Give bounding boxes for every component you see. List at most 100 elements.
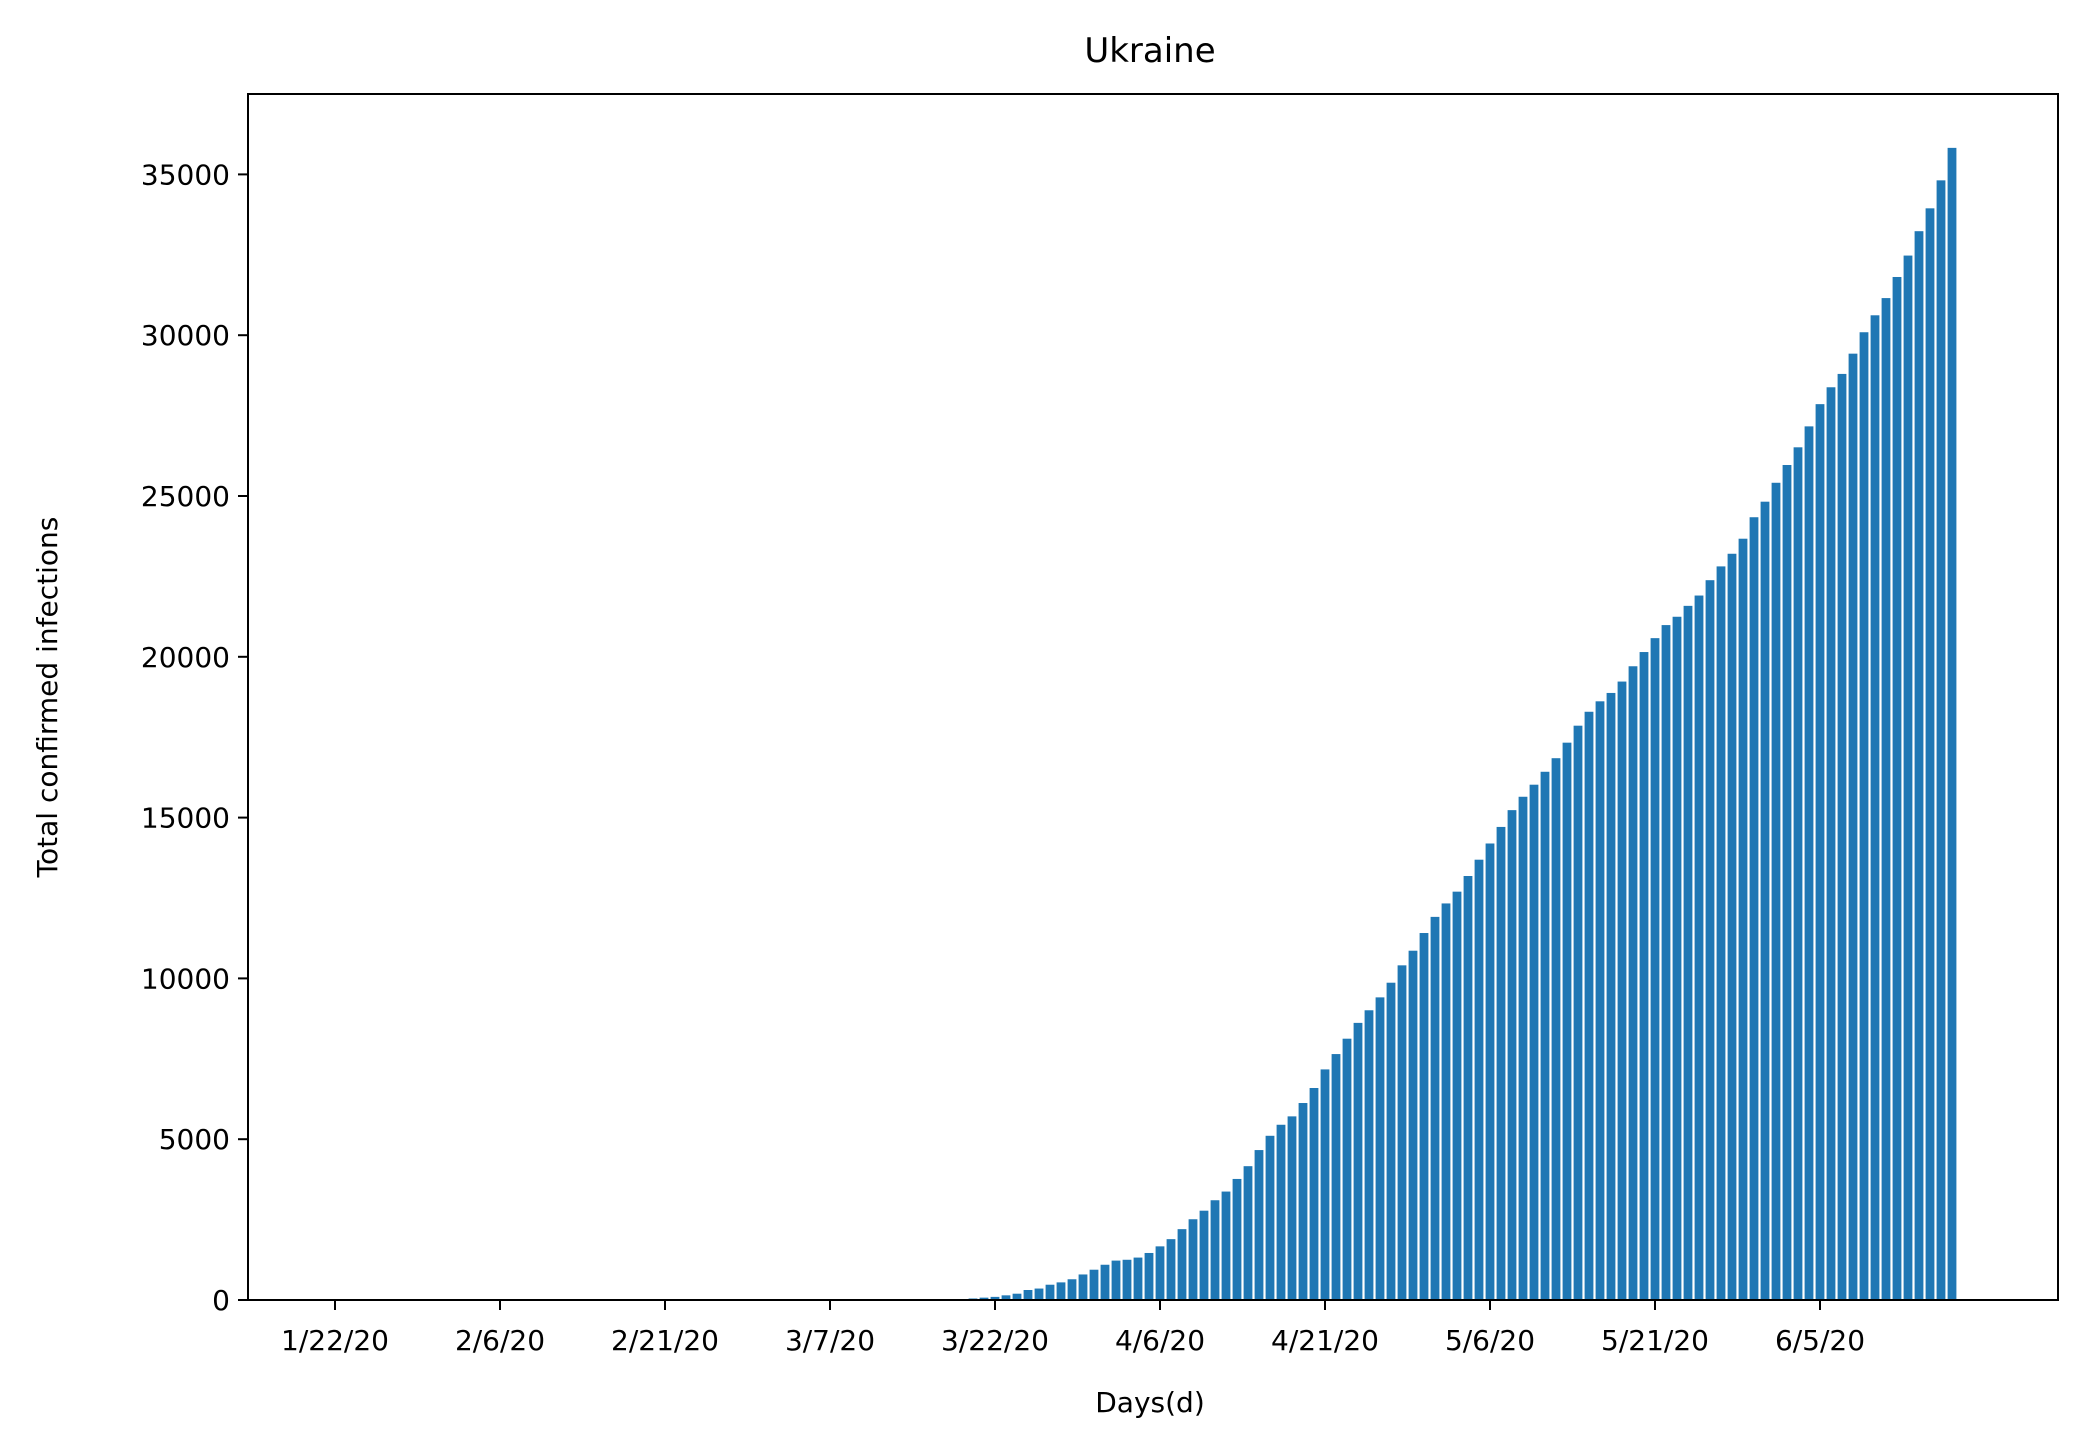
bar xyxy=(1089,1269,1099,1300)
bar xyxy=(1122,1259,1132,1300)
x-tick-label: 6/5/20 xyxy=(1775,1324,1865,1357)
bar xyxy=(1859,332,1869,1300)
chart-title: Ukraine xyxy=(1084,31,1215,71)
bar xyxy=(1353,1022,1363,1300)
bar xyxy=(1617,681,1627,1300)
y-tick-label: 30000 xyxy=(141,319,230,352)
x-tick-label: 5/21/20 xyxy=(1601,1324,1709,1357)
bar xyxy=(1782,465,1792,1300)
bar xyxy=(1716,566,1726,1300)
y-axis-label: Total confirmed infections xyxy=(31,517,64,879)
bar xyxy=(990,1296,1000,1300)
bar xyxy=(1496,826,1506,1300)
bar xyxy=(1441,903,1451,1300)
bar xyxy=(1463,876,1473,1300)
bar xyxy=(1133,1257,1143,1300)
bar xyxy=(1111,1260,1121,1300)
bar xyxy=(1034,1288,1044,1300)
bar xyxy=(1386,982,1396,1300)
bar xyxy=(1727,553,1737,1300)
y-tick-label: 0 xyxy=(212,1284,230,1317)
bar xyxy=(1540,771,1550,1300)
bar xyxy=(1232,1178,1242,1300)
bar xyxy=(1518,796,1528,1300)
bar xyxy=(1342,1038,1352,1300)
bar xyxy=(1562,742,1572,1300)
bar xyxy=(1881,298,1891,1301)
bar xyxy=(1408,950,1418,1300)
bar xyxy=(1298,1103,1308,1300)
bar xyxy=(1452,891,1462,1300)
x-tick-label: 4/6/20 xyxy=(1115,1324,1205,1357)
bar xyxy=(1474,859,1484,1300)
bar xyxy=(1771,482,1781,1300)
bar xyxy=(1672,616,1682,1300)
bar xyxy=(1375,997,1385,1300)
bar xyxy=(1551,758,1561,1300)
y-tick-label: 20000 xyxy=(141,641,230,674)
bar xyxy=(1430,916,1440,1300)
plot-frame xyxy=(247,93,2059,1301)
bar xyxy=(1826,387,1836,1300)
bar xyxy=(1221,1191,1231,1300)
bar xyxy=(1320,1069,1330,1300)
bar xyxy=(1804,426,1814,1300)
y-axis: 0 5000 10000 15000 20000 25000 30000 35000 xyxy=(141,158,248,1317)
x-tick-label: 3/22/20 xyxy=(941,1324,1049,1357)
bar xyxy=(1793,447,1803,1300)
x-tick-label: 2/21/20 xyxy=(611,1324,719,1357)
bar xyxy=(1936,180,1946,1301)
bar xyxy=(1749,517,1759,1300)
bar xyxy=(1287,1116,1297,1300)
bar xyxy=(1892,276,1902,1300)
bars-group xyxy=(836,147,1957,1301)
bar xyxy=(1947,147,1957,1300)
bar xyxy=(1628,666,1638,1300)
x-axis-label: Days(d) xyxy=(1095,1386,1205,1419)
bar xyxy=(1661,625,1671,1300)
x-axis: 1/22/20 2/6/20 2/21/20 3/7/20 3/22/20 4/6/20 4… xyxy=(281,1300,1865,1357)
y-tick-label: 15000 xyxy=(141,802,230,835)
bar xyxy=(1397,965,1407,1300)
bar xyxy=(1210,1200,1220,1300)
y-tick-label: 25000 xyxy=(141,480,230,513)
bar xyxy=(1584,711,1594,1300)
bar xyxy=(1023,1290,1033,1300)
bar xyxy=(1045,1284,1055,1300)
bar xyxy=(1188,1219,1198,1300)
bar xyxy=(1914,231,1924,1301)
bar xyxy=(1419,933,1429,1300)
x-tick-label: 5/6/20 xyxy=(1445,1324,1535,1357)
bar xyxy=(1331,1054,1341,1300)
bar xyxy=(1760,501,1770,1300)
y-tick-label: 35000 xyxy=(141,158,230,191)
bar xyxy=(1639,652,1649,1300)
bar xyxy=(1309,1088,1319,1300)
bar xyxy=(1870,315,1880,1300)
bar xyxy=(1529,784,1539,1300)
bar xyxy=(1837,373,1847,1300)
bar xyxy=(1254,1150,1264,1300)
bar xyxy=(1155,1246,1165,1300)
bar xyxy=(1903,255,1913,1300)
bar xyxy=(1265,1135,1275,1300)
x-tick-label: 3/7/20 xyxy=(785,1324,875,1357)
bar xyxy=(1144,1252,1154,1300)
bar xyxy=(1364,1010,1374,1300)
bar xyxy=(1199,1210,1209,1300)
bar xyxy=(1078,1274,1088,1300)
bar xyxy=(1507,810,1517,1300)
bar xyxy=(1595,701,1605,1300)
x-tick-label: 1/22/20 xyxy=(281,1324,389,1357)
bar xyxy=(1485,843,1495,1300)
bar xyxy=(1925,208,1935,1301)
bar xyxy=(1100,1264,1110,1300)
bar xyxy=(1848,353,1858,1300)
bar xyxy=(1694,595,1704,1300)
bar xyxy=(1177,1229,1187,1300)
bar xyxy=(1067,1279,1077,1300)
bar xyxy=(979,1297,989,1300)
y-tick-label: 5000 xyxy=(159,1123,230,1156)
bar xyxy=(1012,1293,1022,1300)
